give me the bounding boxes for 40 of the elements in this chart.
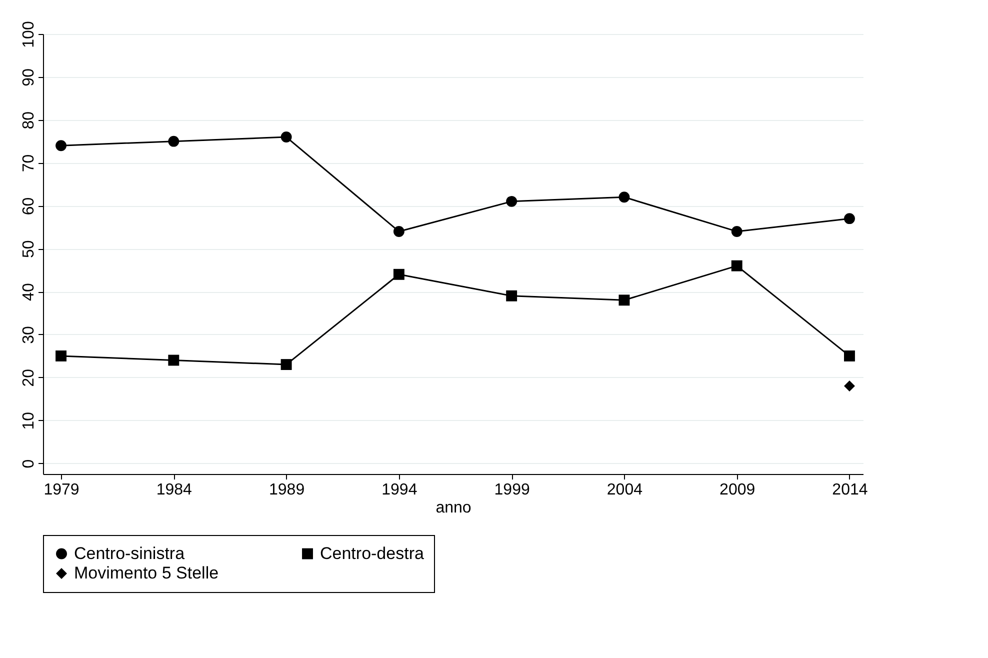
point [280,359,292,370]
legend-label: Centro-sinistra [74,544,186,563]
x-tick-label: 1979 [44,482,80,498]
point [731,226,742,237]
point [56,140,66,152]
y-tick-label: 20 [20,368,38,387]
point [618,192,630,203]
point [168,136,180,147]
x-tick-label: 1989 [269,482,305,498]
point [844,350,855,362]
point [393,226,404,237]
y-tick-label: 50 [20,240,38,258]
legend-label: Centro-destra [320,544,424,563]
point [506,196,518,207]
y-tick-label: 10 [20,412,38,430]
y-tick-label: 70 [20,154,38,172]
x-tick-label: 2004 [606,482,643,498]
x-tick-label: 1999 [494,482,530,498]
x-tick-label: 2014 [832,482,868,498]
legend-label: Movimento 5 Stelle [74,564,219,582]
point [393,268,404,280]
x-tick-label: 1994 [382,482,418,498]
point [56,350,66,362]
y-tick-label: 90 [20,68,38,86]
point [844,380,855,392]
y-tick-label: 40 [20,283,38,301]
y-tick-label: 0 [20,459,38,468]
point [168,354,180,366]
y-tick-label: 30 [20,326,38,344]
x-tick-label: 1984 [156,482,192,498]
y-tick-label: 60 [20,197,38,216]
y-tick-label: 80 [20,111,38,130]
x-axis-title: anno [436,500,472,516]
point [618,294,630,306]
point [731,260,742,272]
y-tick-label: 100 [20,21,38,48]
point [506,290,518,302]
point [844,213,855,224]
point [280,132,292,142]
x-tick-label: 2009 [720,482,756,498]
